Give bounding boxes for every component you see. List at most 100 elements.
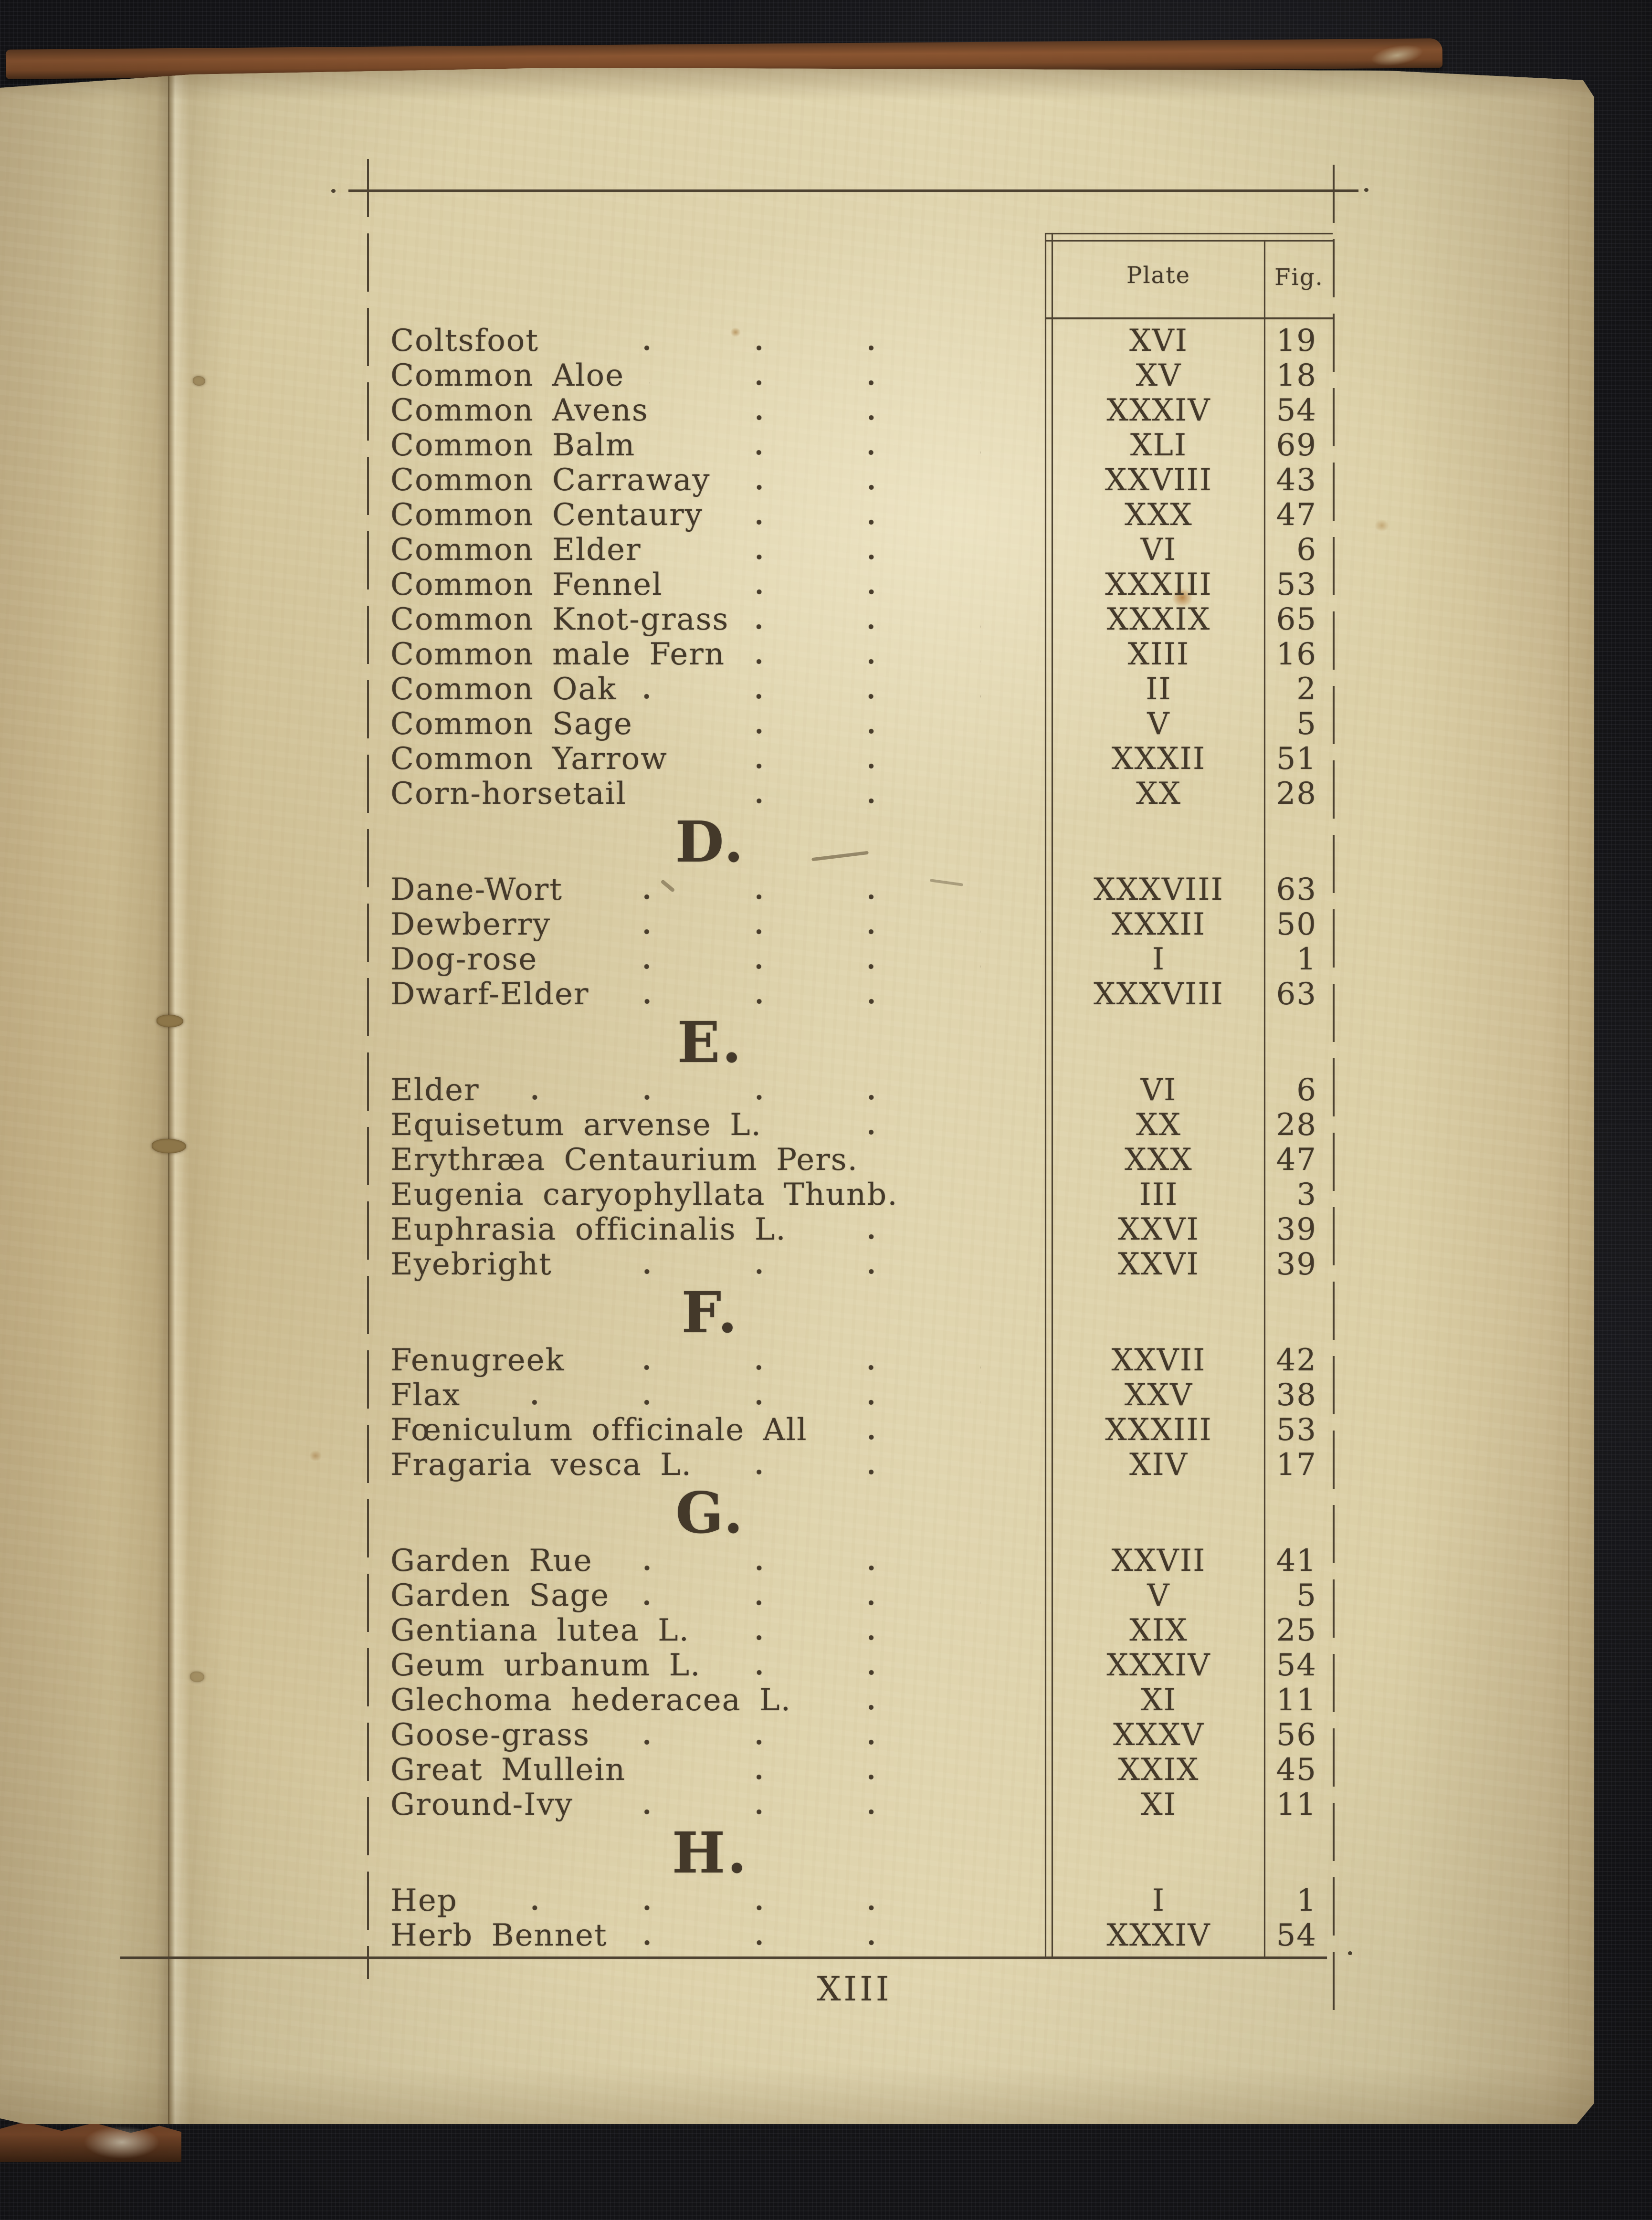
entry-fig: 41 <box>1276 1543 1317 1578</box>
dot-leader <box>588 894 981 900</box>
entry-fig: 5 <box>1296 1578 1317 1613</box>
entry-plate: XXVII <box>1111 1543 1206 1578</box>
dot-leader <box>728 519 981 525</box>
frame-rule-left <box>367 159 369 1979</box>
dot-leader <box>787 1129 981 1135</box>
foxing-spot <box>1172 588 1193 607</box>
index-row: Common Elder VI 6 <box>390 532 1334 567</box>
dot-leader <box>598 1809 981 1815</box>
index-row: Dane-Wort XXXVIII 63 <box>390 872 1334 907</box>
entry-fig: 1 <box>1296 1883 1317 1918</box>
index-row: Coltsfoot XVI 19 <box>390 323 1334 358</box>
index-row: Gentiana lutea L. XIX 25 <box>390 1613 1334 1648</box>
entry-plate: XI <box>1141 1787 1177 1822</box>
dot-leader <box>634 1600 981 1606</box>
index-row: Common Carraway XXVIII 43 <box>390 463 1334 497</box>
entry-plate: XXXIV <box>1106 1647 1211 1683</box>
entry-name: Dewberry <box>390 906 551 942</box>
dot-leader <box>483 1905 981 1911</box>
entry-plate: I <box>1152 1883 1166 1918</box>
dot-leader <box>505 1094 981 1100</box>
index-row: Erythræa Centaurium Pers. XXX 47 <box>390 1142 1334 1177</box>
entry-fig: 38 <box>1276 1377 1317 1413</box>
entry-name: Common Aloe <box>390 358 625 393</box>
index-row: Eyebright XXVI 39 <box>390 1247 1334 1282</box>
entry-plate: XLI <box>1130 427 1188 463</box>
entry-fig: 42 <box>1276 1342 1317 1378</box>
entry-fig: 54 <box>1276 1647 1317 1683</box>
entry-name: Goose-grass <box>390 1717 590 1753</box>
entry-name: Flax <box>390 1377 461 1413</box>
index-row: Goose-grass XXXV 56 <box>390 1717 1334 1752</box>
dot-leader <box>717 1469 981 1475</box>
entry-fig: 16 <box>1276 636 1317 672</box>
dot-leader <box>832 1434 981 1440</box>
dot-leader <box>485 1399 981 1405</box>
entry-fig: 28 <box>1276 1107 1317 1143</box>
entry-name: Euphrasia officinalis L. <box>390 1211 787 1247</box>
binding-fray-threads <box>72 2120 172 2164</box>
entry-name: Garden Sage <box>390 1578 610 1613</box>
entry-plate: XXXIII <box>1105 1412 1212 1448</box>
foxing-spot <box>1375 519 1389 532</box>
fig-column-label: Fig. <box>1274 264 1324 291</box>
dot-leader <box>754 624 981 630</box>
entry-name: Herb Bennet <box>390 1917 608 1953</box>
section-letter: F. <box>681 1279 739 1346</box>
entry-name: Geum urbanum L. <box>390 1647 701 1683</box>
entry-name: Gentiana lutea L. <box>390 1612 690 1648</box>
section-letter: D. <box>675 808 746 875</box>
entry-plate: XIV <box>1129 1447 1189 1483</box>
dot-leader <box>589 1365 981 1370</box>
entry-plate: XXX <box>1125 497 1193 533</box>
gutter-crease-shading <box>111 67 230 2124</box>
entry-fig: 18 <box>1276 358 1317 393</box>
dot-leader <box>564 345 981 351</box>
entry-fig: 53 <box>1276 567 1317 602</box>
index-row: Ground-Ivy XI 11 <box>390 1787 1334 1822</box>
frame-rule-right <box>1333 165 1335 2026</box>
entry-name: Elder <box>390 1072 480 1108</box>
dot-leader <box>688 589 981 595</box>
entry-plate: XXVIII <box>1105 462 1213 498</box>
table-top-rule-lower <box>1046 240 1333 242</box>
entry-plate: III <box>1139 1177 1178 1212</box>
entry-plate: VI <box>1140 1072 1177 1108</box>
entry-name: Garden Rue <box>390 1543 593 1578</box>
entry-fig: 6 <box>1296 1072 1317 1108</box>
plate-column-label: Plate <box>1126 262 1190 289</box>
entry-fig: 28 <box>1276 776 1317 811</box>
dot-leader <box>562 964 981 969</box>
entry-name: Hep <box>390 1883 458 1918</box>
index-row: Herb Bennet XXXIV 54 <box>390 1918 1334 1953</box>
entry-fig: 17 <box>1276 1447 1317 1483</box>
entry-fig: 43 <box>1276 462 1317 498</box>
dot-leader <box>618 1565 981 1571</box>
entry-fig: 47 <box>1276 497 1317 533</box>
entry-name: Dog-rose <box>390 941 538 977</box>
entry-fig: 56 <box>1276 1717 1317 1753</box>
entry-fig: 11 <box>1276 1787 1317 1822</box>
entry-plate: XXXIV <box>1106 1917 1211 1953</box>
section-letter: G. <box>675 1479 745 1546</box>
entry-name: Erythræa Centaurium Pers. <box>390 1142 858 1178</box>
book-page: Plate Fig. Coltsfoot XVI 19 Common Aloe … <box>0 67 1594 2124</box>
dot-leader <box>649 380 981 386</box>
index-row: Common Balm XLI 69 <box>390 428 1334 463</box>
table-header-underline <box>1046 317 1333 319</box>
index-row: Dewberry XXXII 50 <box>390 907 1334 942</box>
entry-fig: 54 <box>1276 1917 1317 1953</box>
dot-leader <box>615 1739 981 1745</box>
entry-name: Equisetum arvense L. <box>390 1107 762 1143</box>
entry-name: Great Mullein <box>390 1752 626 1788</box>
entry-plate: XXXIV <box>1106 392 1211 428</box>
entry-name: Fœniculum officinale All <box>390 1412 808 1448</box>
gutter-crease-line <box>168 67 169 2124</box>
index-row: Flax XXV 38 <box>390 1378 1334 1412</box>
entry-plate: I <box>1152 941 1166 977</box>
index-list: Coltsfoot XVI 19 Common Aloe XV 18 Commo… <box>390 323 1334 1953</box>
index-row: Common Fennel XXXIII 53 <box>390 567 1334 602</box>
index-row: Fenugreek XXVII 42 <box>390 1343 1334 1378</box>
entry-name: Dane-Wort <box>390 872 563 907</box>
dot-leader <box>660 450 981 455</box>
